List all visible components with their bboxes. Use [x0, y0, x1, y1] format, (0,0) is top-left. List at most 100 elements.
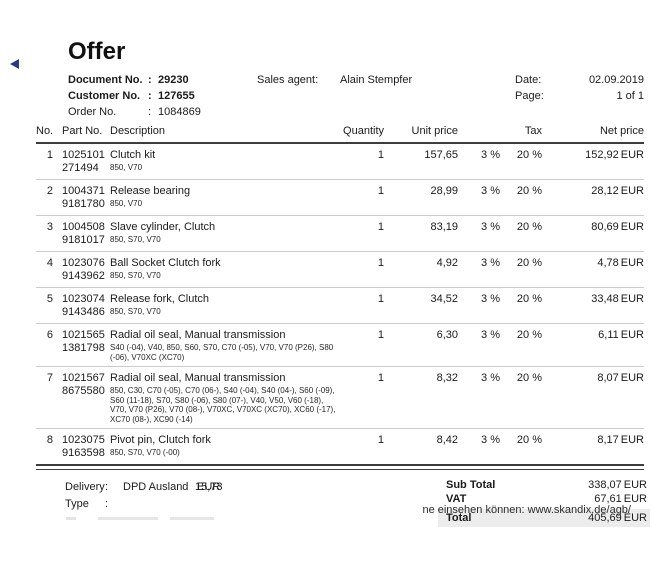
meta-line-2: Customer No. : 127655 Page: 1 of 1 [36, 89, 644, 104]
vat-value: 67,61 EUR [594, 492, 647, 506]
delivery-value: DPD Ausland [123, 481, 189, 493]
total-label: Total [446, 512, 472, 524]
cell-no: 6 [46, 329, 53, 341]
document-meta: Document No. : 29230 Sales agent: Alain … [36, 73, 644, 121]
part-no-primary: 1023076 [62, 257, 105, 269]
vat-row: VAT 67,61 EUR [438, 492, 650, 506]
total-row: Total 405,69 EUR [438, 509, 650, 527]
part-no-primary: 1004508 [62, 221, 105, 233]
cell-net-price: 80,69 EUR [542, 221, 644, 247]
cell-quantity: 1 [377, 149, 384, 161]
cell-unit-price: 4,92 [436, 257, 458, 269]
cell-no: 3 [46, 221, 53, 233]
cell-quantity: 1 [377, 372, 384, 384]
table-row: 8 1023075 9163598 Pivot pin, Clutch fork… [36, 429, 644, 464]
cell-part-no: 1023074 9143486 [60, 293, 110, 319]
totals-block: Sub Total 338,07 EUR VAT 67,61 EUR Total 4… [438, 478, 650, 527]
item-description: Radial oil seal, Manual transmission [110, 372, 286, 384]
cell-description: Slave cylinder, Clutch 850, S70, V70 [110, 221, 310, 247]
cell-no: 2 [46, 185, 53, 197]
table-header-row: No. Part No. Description Quantity Unit p… [36, 125, 644, 144]
cell-description: Ball Socket Clutch fork 850, S70, V70 [110, 257, 310, 283]
part-no-secondary: 271494 [62, 162, 99, 174]
document-body: Offer Document No. : 29230 Sales agent: … [36, 0, 650, 540]
net-price-currency: EUR [620, 434, 644, 446]
type-colon: : [105, 498, 109, 510]
cell-unit-price: 8,32 [436, 372, 458, 384]
net-price-value: 4,78 [597, 257, 619, 269]
item-description: Release bearing [110, 185, 191, 197]
cell-tax-rate: 20 % [516, 329, 542, 341]
part-no-primary: 1025101 [62, 149, 105, 161]
cell-unit-price: 28,99 [430, 185, 458, 197]
item-description: Radial oil seal, Manual transmission [110, 329, 286, 341]
item-models: 850, S70, V70 [110, 307, 161, 316]
net-price-value: 152,92 [585, 149, 619, 161]
header-part-no: Part No. [62, 125, 103, 137]
vat-currency: EUR [623, 493, 647, 505]
part-no-secondary: 9143962 [62, 270, 105, 282]
cell-tax-discount: 3 % [481, 149, 500, 161]
cell-part-no: 1025101 271494 [60, 149, 110, 175]
items-table: No. Part No. Description Quantity Unit p… [36, 125, 644, 470]
sales-agent-label: Sales agent: [257, 74, 319, 86]
part-no-primary: 1023074 [62, 293, 105, 305]
table-row: 5 1023074 9143486 Release fork, Clutch 8… [36, 288, 644, 324]
cell-tax-rate: 20 % [516, 434, 542, 446]
item-models: S40 (-04), V40, 850, S60, S70, C70 (-05)… [110, 343, 334, 362]
cell-part-no: 1021565 1381798 [60, 329, 110, 362]
cell-tax-rate: 20 % [516, 149, 542, 161]
table-bottom-rule [36, 464, 644, 470]
net-price-value: 28,12 [591, 185, 619, 197]
cell-no: 1 [46, 149, 53, 161]
cell-quantity: 1 [377, 434, 384, 446]
subtotal-amount: 338,07 [588, 479, 622, 491]
cell-tax-rate: 20 % [516, 221, 542, 233]
cell-net-price: 28,12 EUR [542, 185, 644, 211]
subtotal-currency: EUR [623, 479, 647, 491]
cell-description: Pivot pin, Clutch fork 850, S70, V70 (-0… [110, 434, 310, 460]
cell-part-no: 1004371 9181780 [60, 185, 110, 211]
cell-description: Release fork, Clutch 850, S70, V70 [110, 293, 310, 319]
cell-unit-price: 34,52 [430, 293, 458, 305]
delivery-price-value: 15,73 [195, 481, 223, 493]
header-unit-price: Unit price [411, 125, 458, 137]
total-amount: 405,69 [588, 512, 622, 524]
header-description: Description [110, 125, 166, 137]
document-no-label: Document No. [68, 74, 143, 86]
faded-print-artifact [66, 517, 226, 520]
item-description: Release fork, Clutch [110, 293, 210, 305]
cell-net-price: 33,48 EUR [542, 293, 644, 319]
net-price-value: 8,17 [597, 434, 619, 446]
cell-unit-price: 83,19 [430, 221, 458, 233]
table-row: 7 1021567 8675580 Radial oil seal, Manua… [36, 367, 644, 429]
meta-line-1: Document No. : 29230 Sales agent: Alain … [36, 73, 644, 88]
cell-quantity: 1 [377, 185, 384, 197]
cell-description: Radial oil seal, Manual transmission S40… [110, 329, 333, 362]
item-models: 850, C30, C70 (-05), C70 (06-), S40 (-04… [110, 386, 336, 424]
cell-no: 5 [46, 293, 53, 305]
cell-quantity: 1 [377, 293, 384, 305]
page-title: Offer [68, 38, 126, 65]
item-models: 850, S70, V70 (-00) [110, 448, 180, 457]
header-tax: Tax [524, 125, 542, 137]
part-no-secondary: 8675580 [62, 385, 105, 397]
date-label: Date: [515, 74, 542, 86]
customer-no-label: Customer No. [68, 90, 141, 102]
subtotal-value: 338,07 EUR [588, 478, 647, 492]
cell-tax-rate: 20 % [516, 257, 542, 269]
table-row: 4 1023076 9143962 Ball Socket Clutch for… [36, 252, 644, 288]
delivery-price-currency: EUR [197, 481, 221, 493]
cell-net-price: 152,92 EUR [542, 149, 644, 175]
cell-tax-discount: 3 % [481, 257, 500, 269]
date-value: 02.09.2019 [588, 74, 644, 86]
back-arrow-icon[interactable] [10, 59, 19, 69]
item-models: 850, S70, V70 [110, 271, 161, 280]
header-no: No. [36, 125, 54, 137]
item-description: Pivot pin, Clutch fork [110, 434, 211, 446]
cell-tax-rate: 20 % [516, 372, 542, 384]
cell-tax-rate: 20 % [516, 185, 542, 197]
page-label: Page: [515, 90, 544, 102]
order-no-label: Order No. [68, 106, 117, 118]
